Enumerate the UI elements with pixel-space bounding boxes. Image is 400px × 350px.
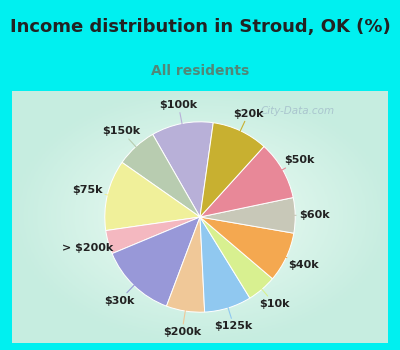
- Wedge shape: [200, 217, 250, 312]
- Text: > $200k: > $200k: [62, 233, 143, 253]
- Text: $200k: $200k: [163, 275, 201, 337]
- Text: City-Data.com: City-Data.com: [261, 106, 335, 116]
- Wedge shape: [200, 217, 294, 279]
- Wedge shape: [166, 217, 205, 312]
- Wedge shape: [105, 162, 200, 231]
- Wedge shape: [153, 122, 213, 217]
- Text: $75k: $75k: [72, 185, 142, 203]
- Text: $150k: $150k: [103, 126, 160, 173]
- Text: All residents: All residents: [151, 64, 249, 78]
- Wedge shape: [200, 217, 272, 298]
- Text: $125k: $125k: [215, 273, 253, 331]
- Text: Income distribution in Stroud, OK (%): Income distribution in Stroud, OK (%): [10, 18, 390, 36]
- Text: $50k: $50k: [251, 155, 314, 188]
- Text: $60k: $60k: [259, 210, 330, 220]
- Text: $30k: $30k: [104, 259, 159, 306]
- Wedge shape: [122, 134, 200, 217]
- Text: $40k: $40k: [254, 242, 319, 271]
- Text: $100k: $100k: [159, 100, 198, 159]
- Text: $10k: $10k: [238, 262, 290, 309]
- Wedge shape: [200, 147, 293, 217]
- Wedge shape: [200, 197, 295, 233]
- Wedge shape: [112, 217, 200, 306]
- Text: $20k: $20k: [225, 108, 264, 163]
- Wedge shape: [200, 123, 264, 217]
- Wedge shape: [106, 217, 200, 254]
